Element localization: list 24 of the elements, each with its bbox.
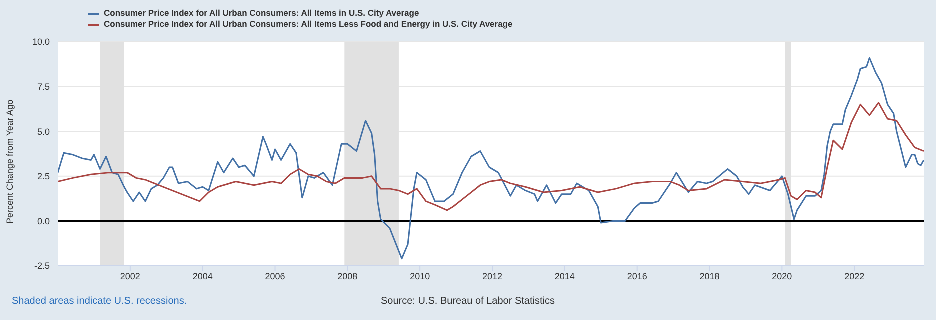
y-tick-label: -2.5 — [34, 261, 50, 272]
y-tick-label: 5.0 — [37, 126, 50, 137]
y-tick-label: 7.5 — [37, 82, 50, 92]
x-tick-label: 2012 — [482, 271, 503, 282]
x-tick-label: 2008 — [338, 271, 358, 282]
y-axis-title: Percent Change from Year Ago — [5, 100, 16, 224]
x-tick-label: 2018 — [700, 271, 720, 282]
y-tick-label: 2.5 — [37, 172, 50, 182]
line-series — [58, 102, 924, 212]
x-tick-label: 2004 — [192, 271, 213, 282]
y-tick-label: 10.0 — [32, 37, 50, 48]
x-tick-label: 2016 — [627, 271, 648, 282]
x-tick-label: 2022 — [844, 271, 865, 282]
line-series — [58, 57, 924, 260]
x-tick-label: 2020 — [772, 271, 792, 282]
y-tick-label: 0.0 — [37, 216, 50, 226]
x-tick-label: 2010 — [410, 271, 430, 282]
source-note: Source: U.S. Bureau of Labor Statistics — [381, 296, 555, 307]
legend-label: Consumer Price Index for All Urban Consumers: All Items Less Food and Energy in U.S. City Average — [104, 19, 513, 30]
x-tick-label: 2006 — [265, 271, 286, 282]
legend-label: Consumer Price Index for All Urban Consumers: All Items in U.S. City Average — [104, 8, 420, 19]
text: Shaded areas indicate U.S. recessions. — [12, 296, 188, 307]
x-tick-label: 2002 — [120, 271, 140, 282]
x-tick-label: 2014 — [554, 271, 575, 282]
